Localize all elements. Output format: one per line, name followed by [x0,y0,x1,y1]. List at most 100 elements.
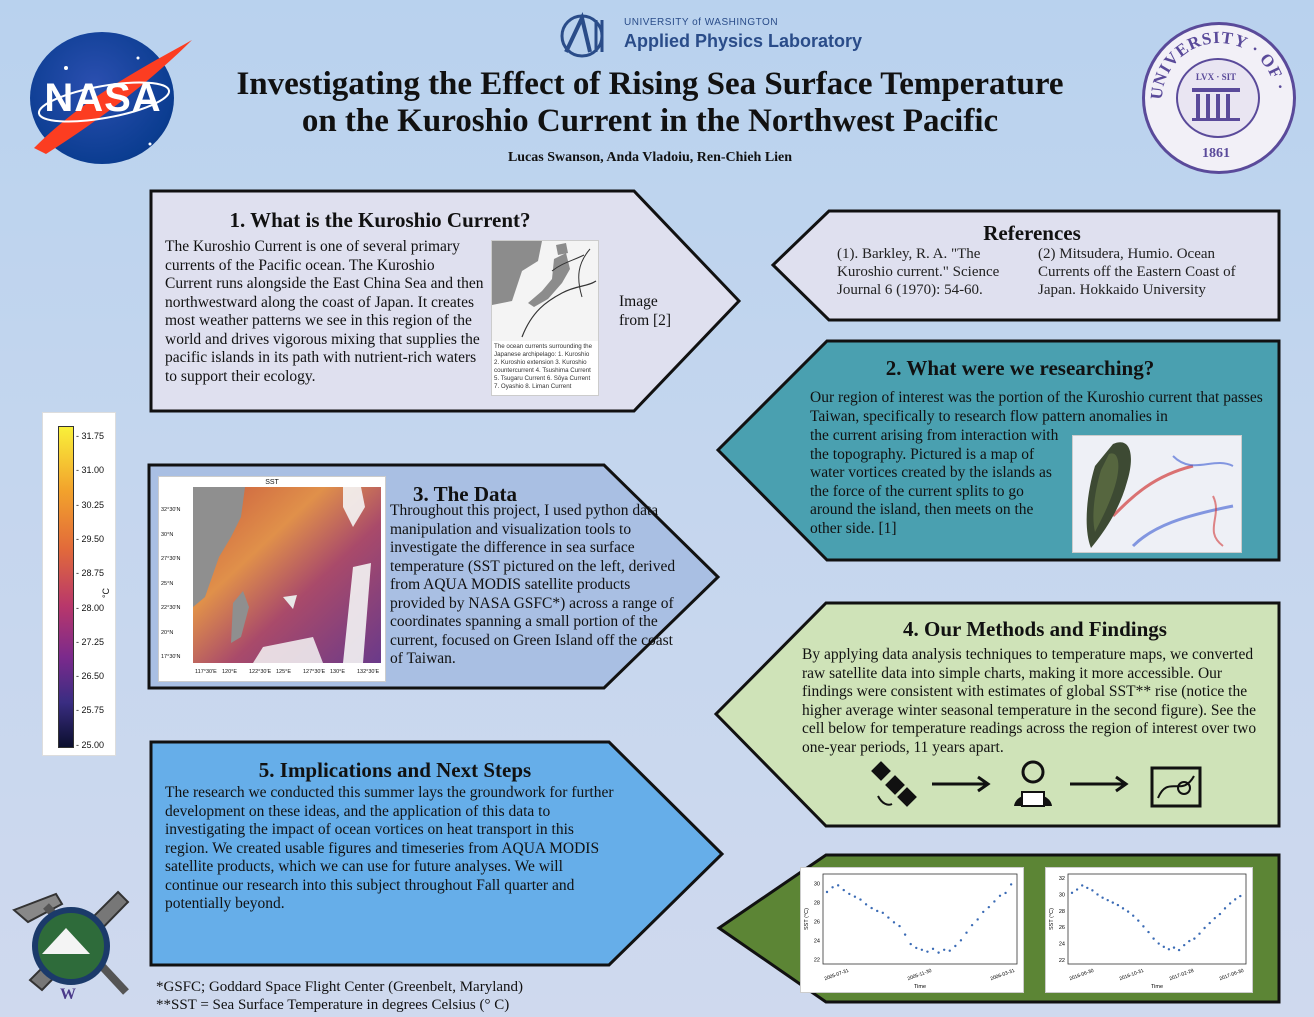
data-point [982,910,985,914]
y-tick-label: 28 [814,900,820,906]
data-point [1075,888,1079,891]
x-tick-label: 2005-07-31 [824,968,850,982]
data-point [920,948,924,951]
data-point [1101,896,1104,899]
colorbar-tick-label: - 31.00 [76,465,105,476]
y-tick-label: 24 [1059,942,1065,948]
japan-currents-figure: The ocean currents surrounding the Japan… [491,240,599,396]
section3-body: Throughout this project, I used python d… [390,502,676,667]
satellite-icon [871,761,917,807]
apl-lab-text: Applied Physics Laboratory [624,31,863,51]
sst-map-lat-label: 25°N [161,580,174,587]
sst-map-lon-label: 132°30'E [357,669,380,675]
data-point [1091,889,1094,892]
poster-title-line2: on the Kuroshio Current in the Northwest… [301,103,999,139]
y-tick-label: 24 [814,938,820,944]
section2-body-left: the current arising from interaction wit… [810,427,1059,537]
colorbar-tick-label: - 28.00 [76,602,105,613]
section2-body-top: Our region of interest was the portion o… [810,389,1263,425]
section3-title: 3. The Data [412,482,518,506]
data-point [1239,894,1242,898]
sst-colorbar [42,412,116,756]
data-point [976,918,979,921]
poster-title: Investigating the Effect of Rising Sea S… [170,66,1130,140]
data-point [987,905,991,909]
nasa-swoosh [34,40,192,154]
data-point [1172,946,1176,949]
sst-timeseries-plot-1: 30 28 26 24 22 2005-07-31 2005-11-30 2006-03-31… [804,873,1018,990]
data-point [937,951,940,954]
data-point [931,947,935,951]
section4-title: 4. Our Methods and Findings [903,617,1167,641]
section1-body: The Kuroshio Current is one of several p… [165,238,484,385]
sst-map-figure: SST 32°30'N 30°N 27°30'N 25°N 22°30'N 20°N 17°… [158,476,386,682]
x-axis-label: Time [1151,984,1163,990]
image-source-note-line2: from [2] [619,311,672,329]
y-tick-label: 32 [1059,876,1065,882]
footnote-gsfc: *GSFC; Goddard Space Flight Center (Gree… [156,979,524,995]
colorbar-tick-label: - 30.25 [76,499,105,510]
authors: Lucas Swanson, Anda Vladoiu, Ren-Chieh L… [507,150,793,165]
y-tick-label: 22 [814,957,820,963]
data-point [948,949,951,952]
data-point [864,903,868,906]
sst-map-lat-label: 20°N [161,629,174,636]
data-point [831,886,834,889]
data-point [1086,886,1089,890]
data-point [998,894,1002,897]
colorbar-tick-label: - 25.75 [76,705,105,716]
data-point [842,888,845,892]
colorbar-tick-label: - 28.75 [76,568,105,579]
x-tick-label: 2006-03-31 [990,968,1016,982]
sst-map-lon-label: 120°E [222,669,238,675]
section1-title: 1. What is the Kuroshio Current? [229,208,531,232]
dept-logo-letter: W [60,986,76,1003]
data-point [1162,945,1165,949]
x-tick-label: 2016-10-31 [1119,968,1145,982]
sst-map-lon-label: 127°30'E [303,669,326,675]
data-point [1142,925,1145,928]
data-point [853,895,857,898]
data-point [848,892,851,896]
x-tick-label: 2016-06-30 [1069,968,1095,982]
data-point [954,944,957,948]
sst-timeseries-chart-1: 30 28 26 24 22 2005-07-31 2005-11-30 2006-03-31… [800,867,1024,993]
data-point [1183,943,1186,947]
data-point [887,916,890,919]
data-point [1234,898,1237,901]
data-point [1228,902,1232,905]
data-point [825,890,829,894]
section5-title: 5. Implications and Next Steps [258,758,532,782]
sst-colorbar-unit: °C [101,587,112,599]
x-tick-label: 2005-11-30 [907,968,933,982]
data-point [836,884,840,887]
data-point [1126,910,1130,913]
sst-map-lon-label: 117°30'E [195,669,217,675]
arrow-right-icon [932,775,991,793]
y-tick-label: 26 [814,919,820,925]
data-point [1193,937,1196,940]
data-point [965,931,968,934]
taiwan-vortex-map [1073,436,1241,552]
x-tick-label: 2017-02-28 [1169,968,1195,982]
earth-space-sciences-logo [12,890,130,995]
data-point [909,942,912,946]
sst-map-lon-label: 125°E [276,669,292,675]
data-point [876,909,879,913]
data-point [1147,930,1150,934]
data-point [1121,907,1125,910]
data-point [915,946,918,950]
colorbar-tick-label: - 25.00 [76,739,105,750]
colorbar-tick-label: - 31.75 [76,431,105,441]
data-point [1198,932,1201,935]
map-chart-icon [1150,766,1202,808]
data-point [1096,893,1099,896]
data-point [1218,912,1222,916]
data-point [1137,919,1140,922]
analyst-computer-icon [1014,760,1052,807]
data-point [870,906,873,910]
y-tick-label: 28 [1059,909,1065,915]
colorbar-tick-label: - 26.50 [76,671,105,682]
data-point [993,900,996,903]
uw-seal-motto: LVX · SIT [1195,72,1237,82]
